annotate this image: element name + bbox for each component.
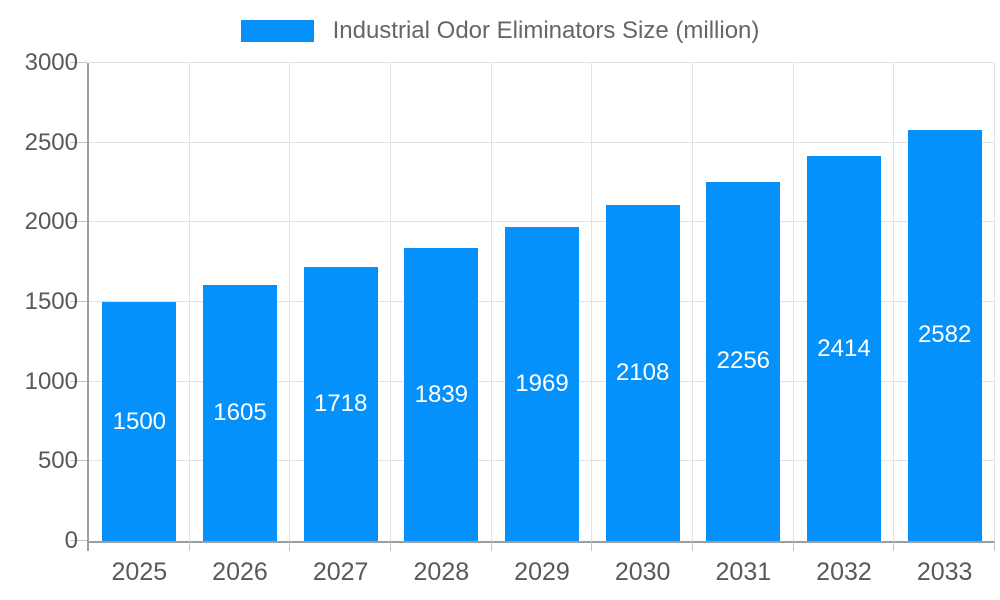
bar-2033[interactable]: 2582 bbox=[907, 129, 982, 541]
legend-label: Industrial Odor Eliminators Size (millio… bbox=[332, 17, 760, 44]
x-axis-label-2027: 2027 bbox=[312, 558, 369, 586]
bar-value-2031: 2256 bbox=[716, 347, 771, 375]
x-tick-7 bbox=[792, 541, 794, 551]
y-tick-1500 bbox=[70, 301, 87, 302]
bar-value-2028: 1839 bbox=[414, 380, 469, 408]
x-tick-1 bbox=[188, 541, 190, 551]
gridline-x-6 bbox=[692, 63, 693, 541]
y-axis-label-2000: 2000 bbox=[24, 208, 78, 236]
x-axis-label-2025: 2025 bbox=[111, 558, 168, 586]
bar-value-2026: 1605 bbox=[213, 399, 267, 427]
y-tick-500 bbox=[70, 460, 87, 462]
y-tick-0 bbox=[70, 540, 87, 541]
gridline-y-3000 bbox=[89, 62, 995, 63]
x-axis-label-2028: 2028 bbox=[413, 558, 470, 586]
x-axis-label-2030: 2030 bbox=[614, 558, 671, 586]
bar-2029[interactable]: 1969 bbox=[505, 227, 579, 541]
x-tick-8 bbox=[893, 541, 895, 551]
y-axis-label-0: 0 bbox=[64, 527, 78, 554]
bar-2025[interactable]: 1500 bbox=[102, 302, 177, 541]
plot-area: 1500 1605 1718 1839 1969 2108 2256 2414 2582 0 50… bbox=[25, 49, 995, 586]
x-axis-label-2031: 2031 bbox=[715, 558, 772, 586]
x-tick-6 bbox=[692, 541, 693, 551]
gridline-x-5 bbox=[591, 63, 593, 541]
y-tick-2500 bbox=[70, 141, 87, 143]
bar-2026[interactable]: 1605 bbox=[203, 285, 277, 541]
x-axis-label-2026: 2026 bbox=[212, 558, 268, 586]
gridline-x-4 bbox=[490, 63, 492, 541]
x-tick-4 bbox=[490, 541, 492, 551]
y-tick-1000 bbox=[70, 380, 87, 382]
y-axis-label-3000: 3000 bbox=[24, 49, 78, 76]
x-axis-label-2033: 2033 bbox=[916, 558, 973, 586]
bar-2031[interactable]: 2256 bbox=[706, 181, 781, 541]
x-tick-3 bbox=[390, 541, 391, 551]
gridline-x-1 bbox=[188, 63, 190, 541]
gridline-x-2 bbox=[289, 63, 291, 541]
gridline-y-2000 bbox=[89, 221, 995, 223]
y-axis-label-1000: 1000 bbox=[24, 367, 78, 395]
x-axis-label-2029: 2029 bbox=[514, 558, 570, 586]
bar-2027[interactable]: 1718 bbox=[303, 267, 378, 541]
gridline-x-8 bbox=[893, 63, 895, 541]
gridline-y-2500 bbox=[89, 141, 995, 143]
bar-value-2030: 2108 bbox=[615, 359, 670, 387]
y-axis-label-2500: 2500 bbox=[24, 128, 78, 156]
bar-2028[interactable]: 1839 bbox=[404, 248, 479, 541]
gridline-x-9 bbox=[994, 63, 995, 541]
x-tick-9 bbox=[994, 541, 995, 551]
legend[interactable]: Industrial Odor Eliminators Size (millio… bbox=[0, 17, 1000, 45]
bar-value-2032: 2414 bbox=[817, 334, 871, 362]
legend-swatch-icon bbox=[240, 20, 314, 42]
bar-value-2033: 2582 bbox=[917, 321, 972, 349]
gridline-x-3 bbox=[390, 63, 391, 541]
y-tick-3000 bbox=[70, 62, 87, 63]
bar-2032[interactable]: 2414 bbox=[807, 156, 881, 541]
bar-value-2029: 1969 bbox=[515, 370, 569, 398]
y-axis-label-500: 500 bbox=[37, 447, 78, 475]
bar-value-2025: 1500 bbox=[112, 407, 167, 435]
bar-value-2027: 1718 bbox=[313, 390, 368, 418]
x-tick-2 bbox=[289, 541, 291, 551]
y-tick-2000 bbox=[70, 221, 87, 223]
gridline-x-7 bbox=[792, 63, 794, 541]
x-tick-5 bbox=[591, 541, 593, 551]
y-axis-foot-tick bbox=[87, 541, 89, 551]
x-axis-label-2032: 2032 bbox=[816, 558, 872, 586]
y-axis-label-1500: 1500 bbox=[24, 288, 78, 315]
bar-2030[interactable]: 2108 bbox=[605, 205, 680, 541]
